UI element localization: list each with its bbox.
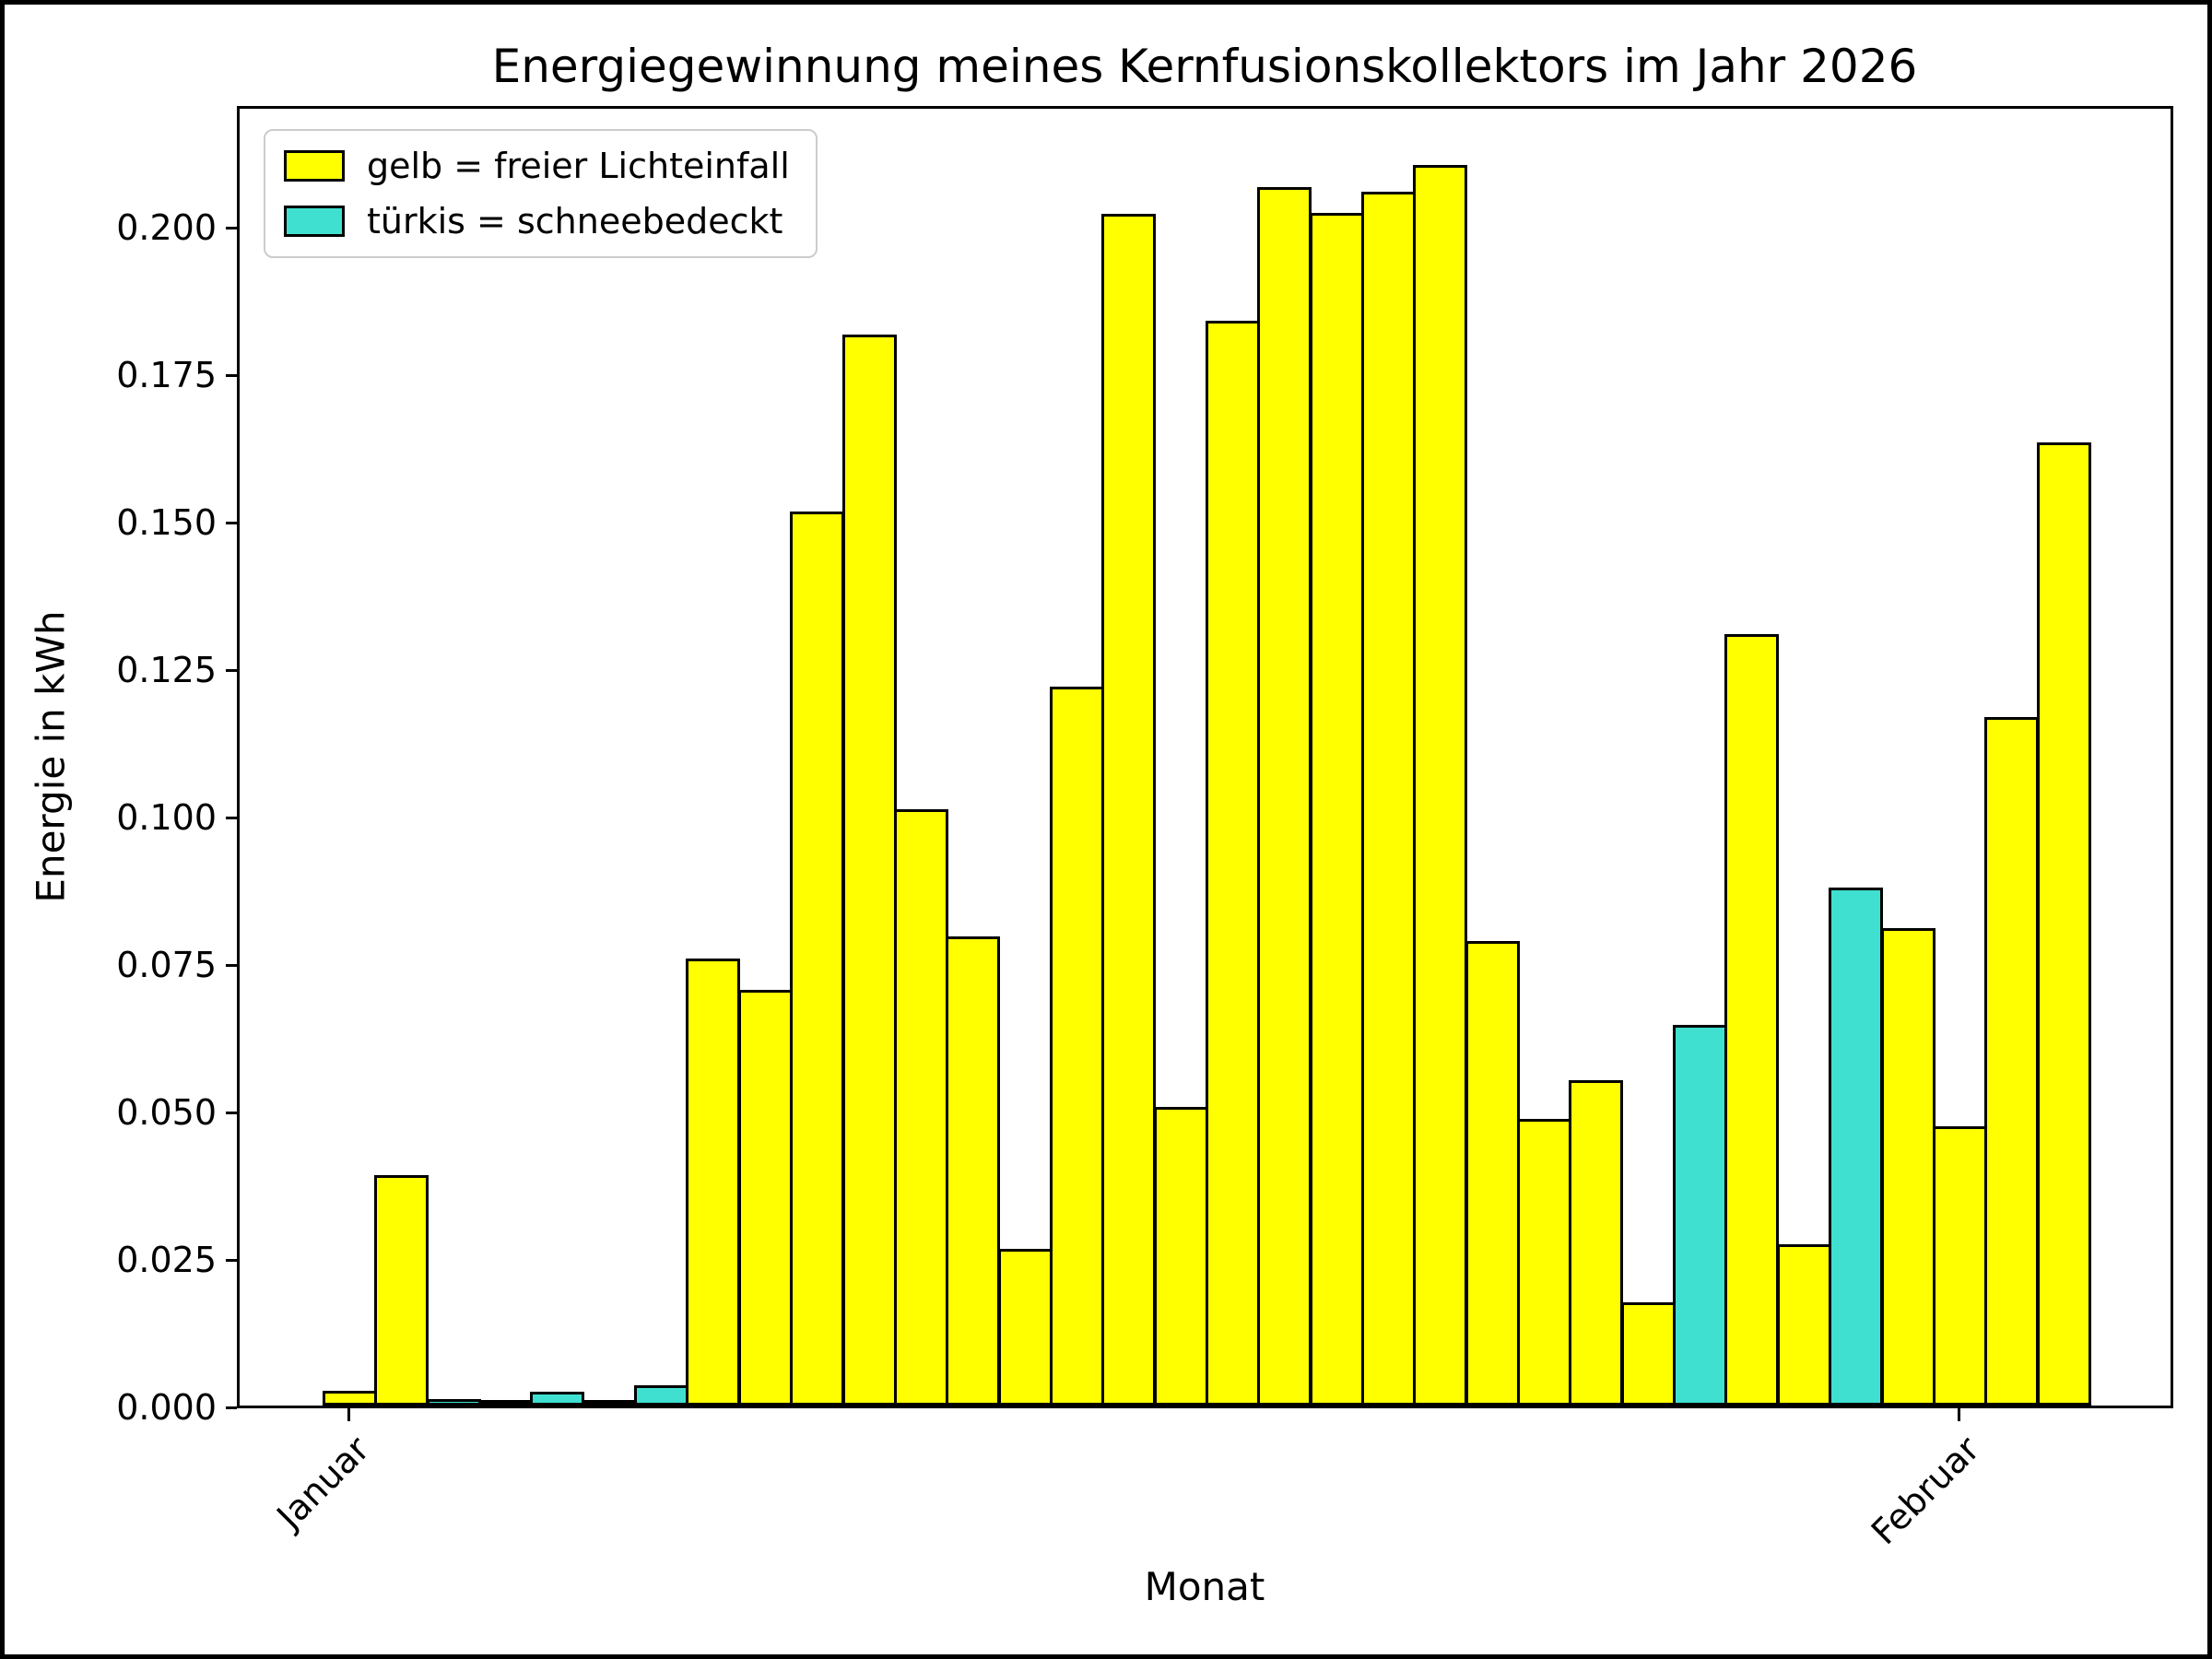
bar-day-23: [1465, 941, 1520, 1406]
bar-day-19: [1257, 187, 1312, 1406]
bar-day-31: [1881, 928, 1936, 1406]
bar-day-12: [894, 809, 948, 1406]
y-tick-mark-0.050: [226, 1112, 237, 1114]
x-axis-label: Monat: [1144, 1564, 1265, 1609]
bar-day-30: [1829, 888, 1883, 1406]
x-tick-mark-februar: [1958, 1408, 1960, 1421]
y-tick-mark-0.100: [226, 817, 237, 819]
bar-day-25: [1569, 1080, 1623, 1406]
bar-day-10: [790, 512, 844, 1406]
y-tick-label-0.000: 0.000: [116, 1387, 217, 1428]
bar-day-9: [738, 990, 793, 1406]
y-tick-label-0.025: 0.025: [116, 1240, 217, 1280]
bar-day-8: [686, 959, 740, 1406]
legend-swatch-snow-icon: [284, 206, 345, 237]
y-tick-label-0.075: 0.075: [116, 945, 217, 985]
bar-day-33: [1984, 717, 2039, 1406]
y-tick-mark-0.000: [226, 1406, 237, 1409]
bar-day-29: [1777, 1244, 1831, 1406]
y-tick-label-0.100: 0.100: [116, 797, 217, 838]
bar-day-3: [427, 1399, 481, 1406]
chart-title: Energiegewinnung meines Kernfusionskolle…: [491, 40, 1918, 93]
y-tick-mark-0.200: [226, 227, 237, 229]
plot-area: gelb = freier Lichteinfall türkis = schn…: [237, 106, 2173, 1408]
bar-day-24: [1517, 1119, 1571, 1406]
bar-day-32: [1933, 1126, 1987, 1406]
legend-entry-free-light: gelb = freier Lichteinfall: [284, 146, 790, 186]
y-tick-label-0.175: 0.175: [116, 355, 217, 395]
x-tick-label-februar: Februar: [1863, 1429, 1988, 1553]
legend-swatch-free-light-icon: [284, 150, 345, 182]
bar-day-14: [998, 1249, 1053, 1406]
y-tick-mark-0.025: [226, 1259, 237, 1262]
y-tick-label-0.050: 0.050: [116, 1092, 217, 1133]
bar-day-6: [582, 1400, 637, 1406]
bar-day-28: [1724, 634, 1779, 1406]
bar-day-21: [1361, 192, 1416, 1406]
bar-day-20: [1310, 213, 1364, 1406]
y-tick-label-0.150: 0.150: [116, 502, 217, 543]
y-tick-mark-0.175: [226, 374, 237, 377]
bar-day-13: [946, 936, 1000, 1406]
legend: gelb = freier Lichteinfall türkis = schn…: [264, 129, 818, 258]
legend-entry-snow: türkis = schneebedeckt: [284, 201, 790, 241]
y-tick-mark-0.150: [226, 522, 237, 524]
legend-label-free-light: gelb = freier Lichteinfall: [367, 146, 790, 186]
bar-day-2: [374, 1175, 429, 1406]
y-tick-mark-0.075: [226, 964, 237, 967]
bar-day-17: [1154, 1107, 1208, 1406]
y-tick-label-0.125: 0.125: [116, 650, 217, 690]
legend-label-snow: türkis = schneebedeckt: [367, 201, 783, 241]
y-tick-mark-0.125: [226, 669, 237, 672]
bar-day-26: [1621, 1302, 1676, 1406]
bar-day-4: [478, 1400, 533, 1406]
bar-day-1: [323, 1391, 377, 1406]
bar-day-22: [1413, 165, 1467, 1406]
x-tick-label-januar: Januar: [269, 1429, 378, 1537]
bar-day-27: [1673, 1025, 1727, 1406]
y-tick-label-0.200: 0.200: [116, 207, 217, 248]
bar-day-34: [2037, 442, 2091, 1406]
bar-day-16: [1101, 214, 1156, 1406]
x-tick-mark-januar: [347, 1408, 350, 1421]
bar-day-5: [530, 1392, 584, 1406]
bar-day-18: [1206, 321, 1260, 1406]
y-axis-label: Energie in kWh: [28, 610, 74, 903]
bar-day-11: [842, 335, 897, 1406]
bar-day-7: [634, 1385, 688, 1406]
bar-day-15: [1050, 687, 1104, 1406]
